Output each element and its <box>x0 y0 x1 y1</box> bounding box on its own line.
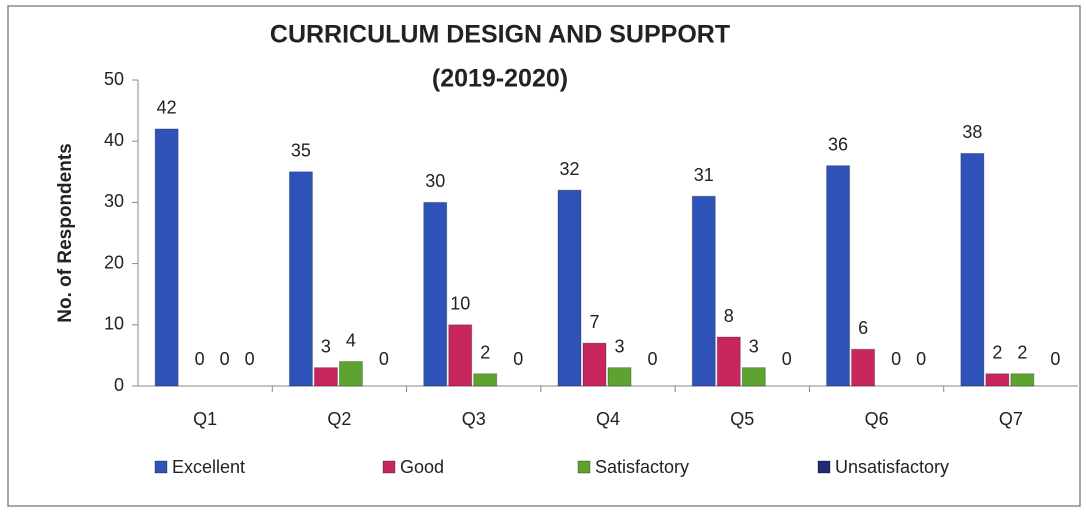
legend-label: Unsatisfactory <box>835 457 949 477</box>
x-tick-label: Q7 <box>999 409 1023 429</box>
x-tick-label: Q4 <box>596 409 620 429</box>
legend-label: Excellent <box>172 457 245 477</box>
legend-swatch <box>817 460 831 474</box>
data-label: 42 <box>157 98 177 118</box>
data-label: 2 <box>1017 343 1027 363</box>
y-axis-title: No. of Respondents <box>55 143 76 322</box>
data-label: 30 <box>425 171 445 191</box>
bar <box>1010 373 1035 387</box>
data-label: 32 <box>559 159 579 179</box>
data-label: 3 <box>614 336 624 356</box>
bar <box>557 189 582 387</box>
data-label: 2 <box>992 343 1002 363</box>
legend-swatch <box>577 460 591 474</box>
data-label: 3 <box>749 336 759 356</box>
bar <box>826 165 851 387</box>
bar <box>607 367 632 387</box>
bar <box>716 336 741 387</box>
bar <box>448 324 473 387</box>
bar <box>985 373 1010 387</box>
data-label: 0 <box>220 349 230 369</box>
bar <box>154 128 179 387</box>
data-label: 8 <box>724 306 734 326</box>
x-tick-label: Q2 <box>327 409 351 429</box>
data-label: 0 <box>379 349 389 369</box>
y-tick-label: 30 <box>104 191 124 211</box>
x-tick-label: Q3 <box>462 409 486 429</box>
data-label: 0 <box>782 349 792 369</box>
data-label: 0 <box>916 349 926 369</box>
y-tick-label: 20 <box>104 252 124 272</box>
data-label: 6 <box>858 318 868 338</box>
data-label: 3 <box>321 336 331 356</box>
data-label: 0 <box>513 349 523 369</box>
x-tick-label: Q6 <box>865 409 889 429</box>
legend-label: Good <box>400 457 444 477</box>
bar <box>741 367 766 387</box>
data-label: 35 <box>291 141 311 161</box>
data-label: 0 <box>891 349 901 369</box>
y-tick-label: 10 <box>104 314 124 334</box>
y-tick-label: 40 <box>104 130 124 150</box>
x-tick-label: Q5 <box>730 409 754 429</box>
bar <box>582 342 607 387</box>
data-label: 36 <box>828 134 848 154</box>
data-label: 0 <box>647 349 657 369</box>
data-label: 0 <box>1050 349 1060 369</box>
chart-subtitle: (2019-2020) <box>432 65 568 93</box>
data-label: 31 <box>694 165 714 185</box>
bar <box>313 367 338 387</box>
data-label: 0 <box>195 349 205 369</box>
legend-swatch <box>154 460 168 474</box>
bar <box>691 195 716 387</box>
data-label: 4 <box>346 330 356 350</box>
data-label: 0 <box>245 349 255 369</box>
legend-label: Satisfactory <box>595 457 689 477</box>
y-tick-label: 0 <box>114 375 124 395</box>
data-label: 10 <box>450 294 470 314</box>
bar <box>851 348 876 387</box>
chart-title: CURRICULUM DESIGN AND SUPPORT <box>270 21 730 49</box>
bar <box>423 201 448 387</box>
y-tick-label: 50 <box>104 69 124 89</box>
chart-frame <box>7 5 1081 507</box>
bar <box>288 171 313 387</box>
legend-swatch <box>382 460 396 474</box>
data-label: 7 <box>589 312 599 332</box>
x-tick-label: Q1 <box>193 409 217 429</box>
bar <box>960 152 985 387</box>
bar <box>338 361 363 387</box>
data-label: 2 <box>480 343 490 363</box>
bar <box>473 373 498 387</box>
data-label: 38 <box>962 122 982 142</box>
